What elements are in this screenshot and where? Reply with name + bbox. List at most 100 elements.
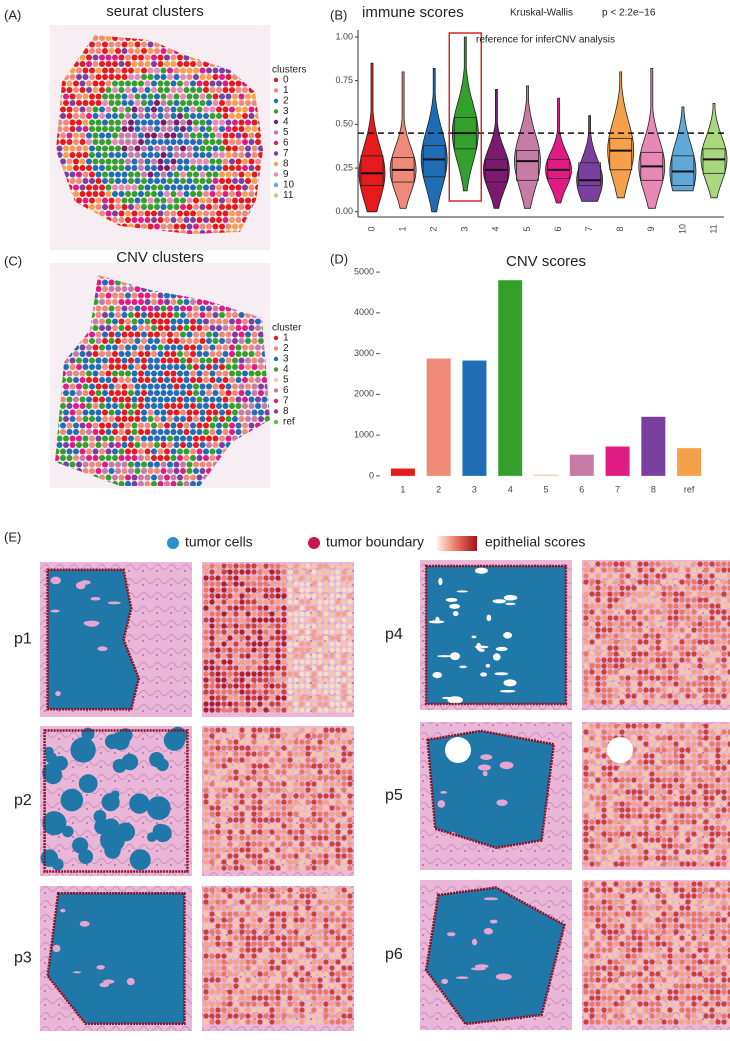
score-spot [263,623,269,629]
spot [131,54,138,61]
spot [186,119,193,126]
score-spot [275,817,281,823]
spot [199,338,206,344]
spot [89,331,95,338]
spot [134,93,141,100]
score-spot [323,575,329,581]
spot [105,299,112,305]
score-spot [233,859,239,865]
score-spot [275,575,281,581]
spot [131,61,138,67]
spot [154,48,160,54]
score-spot [341,635,347,641]
spot [60,448,66,455]
score-spot [679,639,685,645]
spot [154,468,160,474]
score-spot [257,629,263,635]
spot [92,80,99,87]
tumor-blob [51,858,64,871]
score-spot [305,635,311,641]
spot [76,383,82,390]
score-spot [293,799,299,805]
score-spot [233,817,239,823]
score-spot [251,605,257,611]
spot [134,48,141,54]
score-spot [673,621,679,627]
score-spot [227,629,233,635]
spot [206,126,212,132]
spot [141,93,147,100]
spot [222,87,229,93]
spot [154,223,160,230]
score-spot [233,629,239,635]
spot [60,113,66,119]
score-spot [583,585,589,591]
spot [251,390,258,396]
spot [186,93,193,100]
score-spot [329,775,335,781]
spot [173,171,180,178]
score-spot [607,621,613,627]
score-spot [697,663,703,669]
spot [138,139,144,145]
score-spot [305,829,311,835]
score-spot [245,751,251,757]
score-spot [329,733,335,739]
score-spot [329,917,335,923]
spot [138,377,144,383]
spot [154,93,160,100]
spot [112,87,118,93]
spot [219,119,225,126]
score-spot [287,569,293,575]
spot [186,223,193,230]
score-spot [341,859,347,865]
score-spot [245,635,251,641]
score-spot [323,1013,329,1019]
score-spot [281,1013,287,1019]
spot [134,126,141,132]
score-spot [263,965,269,971]
score-spot [227,799,233,805]
score-spot [263,695,269,701]
score-spot [293,727,299,733]
score-spot [673,567,679,573]
score-spot [293,805,299,811]
score-spot [257,793,263,799]
spot [112,448,118,455]
score-spot [643,615,649,621]
score-spot [233,977,239,983]
score-spot [305,781,311,787]
score-spot [275,899,281,905]
score-spot [245,593,251,599]
score-spot [335,995,341,1001]
tissue-gap [503,632,513,639]
spot [118,210,125,217]
score-spot [637,597,643,603]
spot [115,442,121,448]
tissue-gap [494,672,509,676]
highlight-box [448,32,483,202]
score-spot [203,659,209,665]
score-spot [649,591,655,597]
legend-label: tumor cells [185,534,253,550]
score-spot [323,611,329,617]
score-spot [215,899,221,905]
score-spot [329,587,335,593]
score-spot [221,989,227,995]
score-spot [221,929,227,935]
spot [271,42,277,48]
score-spot [209,841,215,847]
score-spot [679,585,685,591]
score-spot [667,603,673,609]
spot [60,132,66,139]
score-spot [269,611,275,617]
score-spot [673,585,679,591]
spot [157,54,164,61]
score-spot [209,781,215,787]
spot [209,351,216,357]
score-spot [257,1001,263,1007]
spot [105,325,112,331]
score-spot [251,707,257,713]
score-spot [251,653,257,659]
score-spot [287,727,293,733]
